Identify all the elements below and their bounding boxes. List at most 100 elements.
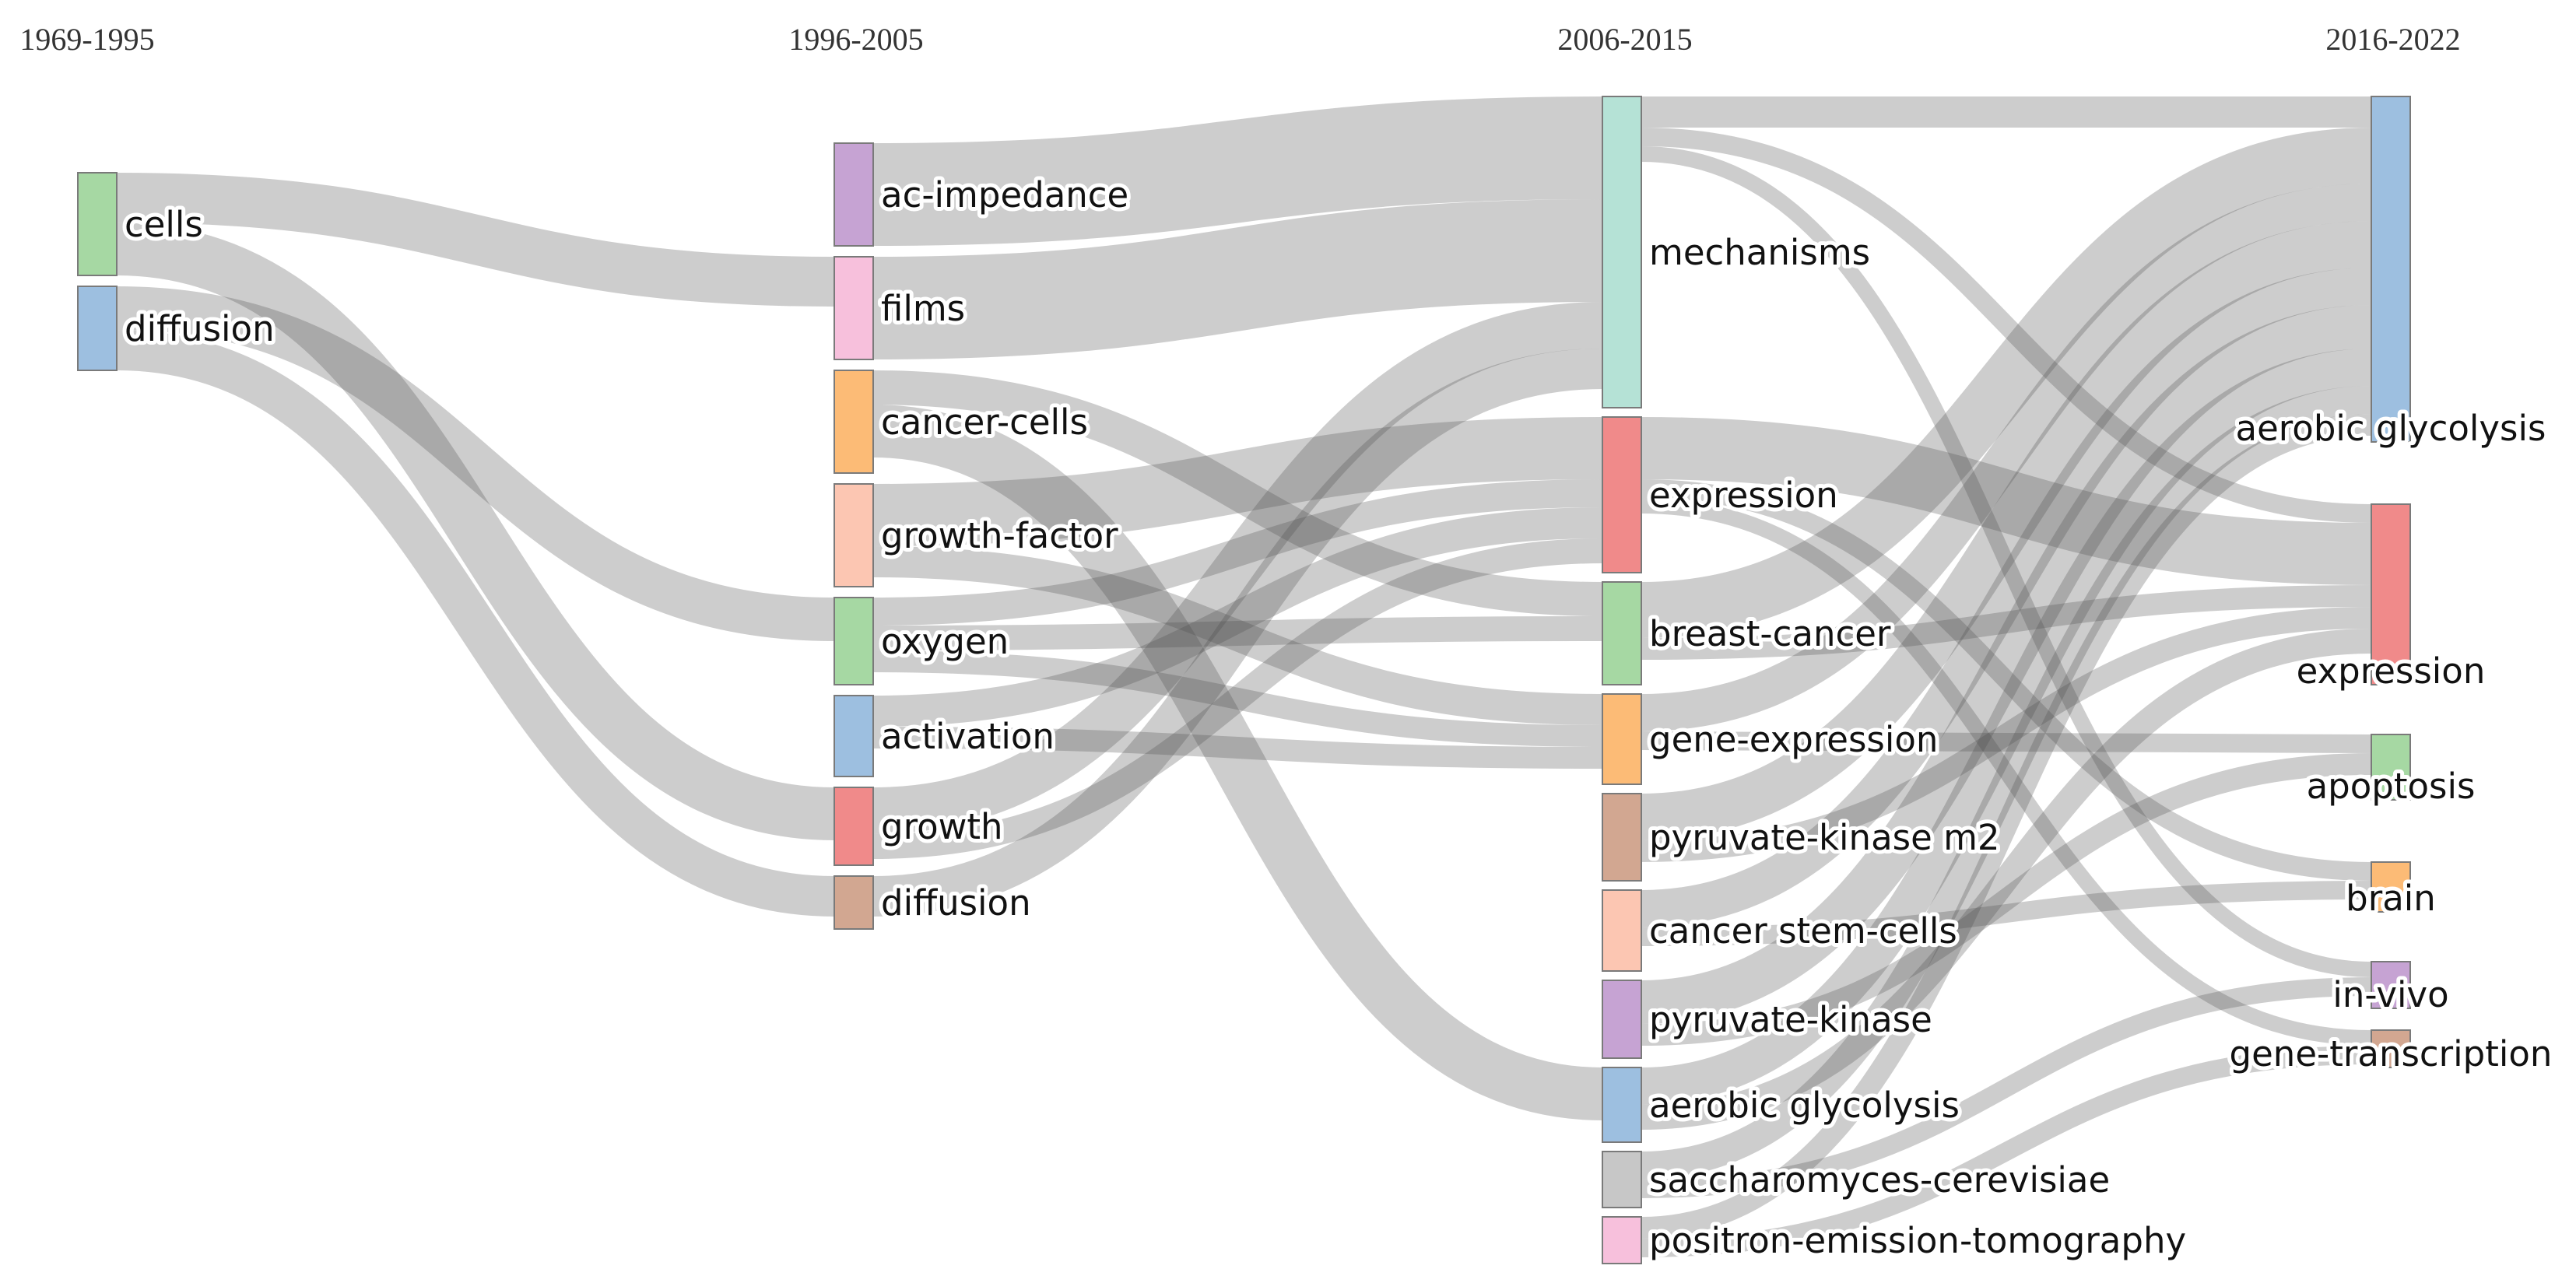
- node-bar-c2-oxygen: [834, 597, 874, 685]
- flow-link-diffusion-to-oxygen: [116, 286, 835, 641]
- node-label-c2-oxygen: oxygen: [881, 621, 1009, 662]
- flow-link-oxygen-to-breast-cancer: [872, 616, 1603, 650]
- flow-link-ac-impedance-to-mechanisms: [872, 96, 1603, 246]
- node-label-c4-expression: expression: [2297, 650, 2486, 692]
- period-label-2006-2015: 2006-2015: [1557, 22, 1692, 57]
- node-c1-cells: cells: [77, 172, 207, 276]
- node-c3-mechanisms: mechanisms: [1602, 96, 1874, 408]
- node-bar-c2-films: [834, 256, 874, 360]
- flow-link-cancer-cells-to-breast-cancer: [872, 370, 1603, 616]
- node-bar-c3-aerobic-glycolysis: [1602, 1067, 1642, 1143]
- node-c3-aerobic-glycolysis: aerobic glycolysis: [1602, 1067, 1964, 1143]
- node-c3-breast-cancer: breast-cancer: [1602, 581, 1895, 685]
- node-c3-saccharomyces: saccharomyces-cerevisiae: [1602, 1151, 2114, 1208]
- node-c2-diffusion: diffusion: [834, 875, 1035, 930]
- node-bar-c3-expression: [1602, 416, 1642, 573]
- flow-link-aerobic-glycolysis-to-aerobic-glycolysis: [1641, 349, 2372, 1105]
- node-c4-in-vivo: in-vivo: [2329, 961, 2453, 1019]
- flow-link-pyruvate-kinase-m2-to-aerobic-glycolysis: [1641, 221, 2372, 840]
- node-label-c2-cancer-cells: cancer-cells: [881, 401, 1088, 443]
- flow-link-oxygen-to-gene-expression: [872, 650, 1603, 747]
- node-bar-c4-in-vivo: [2371, 961, 2411, 1009]
- period-label-2016-2022: 2016-2022: [2325, 22, 2460, 57]
- flow-link-growth-factor-to-gene-expression: [872, 546, 1603, 725]
- node-c4-apoptosis: apoptosis: [2303, 734, 2479, 811]
- node-bar-c1-diffusion: [77, 286, 118, 371]
- flow-link-cancer-cells-to-aerobic-glycolysis: [872, 405, 1603, 1120]
- node-label-c3-mechanisms: mechanisms: [1649, 232, 1870, 273]
- node-bar-c4-apoptosis: [2371, 734, 2411, 801]
- node-bar-c3-cancer-stem-cells: [1602, 889, 1642, 972]
- node-c2-films: films: [834, 256, 969, 360]
- period-label-1996-2005: 1996-2005: [788, 22, 923, 57]
- node-c4-gene-transcription: gene-transcription: [2226, 1029, 2556, 1078]
- node-label-c4-aerobic-glycolysis: aerobic glycolysis: [2236, 408, 2546, 449]
- flow-link-cells-to-growth: [116, 223, 835, 840]
- flow-link-growth-to-expression: [872, 538, 1603, 859]
- flow-link-activation-to-gene-expression: [872, 727, 1603, 769]
- node-bar-c2-ac-impedance: [834, 142, 874, 247]
- flow-link-aerobic-glycolysis-to-expression: [1641, 629, 2372, 1130]
- flow-link-pet-to-aerobic-glycolysis: [1641, 414, 2372, 1239]
- flow-link-expression-to-brain: [1641, 479, 2372, 881]
- flow-link-cancer-stem-cells-to-aerobic-glycolysis: [1641, 268, 2372, 927]
- node-label-c3-expression: expression: [1649, 475, 1838, 516]
- node-c1-diffusion: diffusion: [77, 286, 279, 371]
- flow-link-pyruvate-kinase-to-apoptosis: [1641, 753, 2372, 1046]
- node-label-c2-growth-factor: growth-factor: [881, 515, 1118, 556]
- nodes-layer: cells diffusion ac-impedance films cancer-ce…: [77, 96, 2556, 1265]
- node-c4-brain: brain: [2342, 861, 2440, 923]
- node-label-c2-films: films: [881, 288, 965, 329]
- node-label-c4-in-vivo: in-vivo: [2332, 974, 2448, 1015]
- flow-link-pet-to-gene-transcription: [1641, 1046, 2372, 1257]
- flow-link-growth-factor-to-expression: [872, 417, 1603, 546]
- node-bar-c1-cells: [77, 172, 118, 276]
- node-bar-c3-pyruvate-kinase: [1602, 980, 1642, 1059]
- node-label-c4-brain: brain: [2346, 878, 2436, 919]
- flow-link-saccharomyces-to-in-vivo: [1641, 977, 2372, 1198]
- flow-link-pyruvate-kinase-m2-to-expression: [1641, 607, 2372, 862]
- node-bar-c3-mechanisms: [1602, 96, 1642, 408]
- node-label-c3-gene-expression: gene-expression: [1649, 719, 1938, 760]
- node-label-c3-aerobic-glycolysis: aerobic glycolysis: [1649, 1085, 1960, 1126]
- node-bar-c2-activation: [834, 695, 874, 777]
- flow-link-cancer-stem-cells-to-brain: [1641, 881, 2372, 946]
- flow-link-gene-expression-to-aerobic-glycolysis: [1641, 184, 2372, 731]
- node-bar-c2-cancer-cells: [834, 370, 874, 474]
- node-c2-oxygen: oxygen: [834, 597, 1013, 685]
- node-bar-c3-pyruvate-kinase-m2: [1602, 793, 1642, 882]
- flow-link-cells-to-films: [116, 173, 835, 307]
- node-c3-pyruvate-kinase: pyruvate-kinase: [1602, 980, 1936, 1059]
- node-c3-pyruvate-kinase-m2: pyruvate-kinase m2: [1602, 793, 2004, 882]
- node-label-c2-ac-impedance: ac-impedance: [881, 174, 1128, 216]
- node-c2-growth-factor: growth-factor: [834, 483, 1122, 587]
- node-c2-cancer-cells: cancer-cells: [834, 370, 1092, 474]
- node-label-c3-cancer-stem-cells: cancer stem-cells: [1649, 910, 1957, 952]
- period-headers: 1969-1995 1996-2005 2006-2015 2016-2022: [19, 22, 2460, 57]
- period-label-1969-1995: 1969-1995: [19, 22, 154, 57]
- node-bar-c3-breast-cancer: [1602, 581, 1642, 685]
- node-c3-gene-expression: gene-expression: [1602, 693, 1942, 785]
- node-c2-activation: activation: [834, 695, 1058, 777]
- flow-link-pyruvate-kinase-to-aerobic-glycolysis: [1641, 305, 2372, 1024]
- node-bar-c3-gene-expression: [1602, 693, 1642, 785]
- node-c3-pet: positron-emission-tomography: [1602, 1216, 2190, 1265]
- node-label-c4-gene-transcription: gene-transcription: [2230, 1033, 2553, 1074]
- flow-link-saccharomyces-to-aerobic-glycolysis: [1641, 386, 2372, 1180]
- node-c3-cancer-stem-cells: cancer stem-cells: [1602, 889, 1961, 972]
- node-bar-c4-expression: [2371, 503, 2411, 685]
- flow-link-breast-cancer-to-aerobic-glycolysis: [1641, 128, 2372, 638]
- flow-link-breast-cancer-to-expression: [1641, 585, 2372, 660]
- node-c2-growth: growth: [834, 787, 1007, 866]
- flow-link-films-to-mechanisms: [872, 199, 1603, 359]
- node-label-c3-pet: positron-emission-tomography: [1649, 1220, 2186, 1261]
- node-label-c3-pyruvate-kinase: pyruvate-kinase: [1649, 999, 1932, 1040]
- flow-link-diffusion-to-diffusion: [116, 330, 835, 917]
- node-bar-c3-saccharomyces: [1602, 1151, 1642, 1208]
- node-label-c3-saccharomyces: saccharomyces-cerevisiae: [1649, 1159, 2110, 1201]
- flow-link-expression-to-expression: [1641, 417, 2372, 585]
- flow-link-activation-to-expression: [872, 507, 1603, 727]
- node-c4-aerobic-glycolysis: aerobic glycolysis: [2232, 96, 2550, 453]
- links-layer: [116, 96, 2372, 1257]
- node-label-c3-breast-cancer: breast-cancer: [1649, 613, 1891, 654]
